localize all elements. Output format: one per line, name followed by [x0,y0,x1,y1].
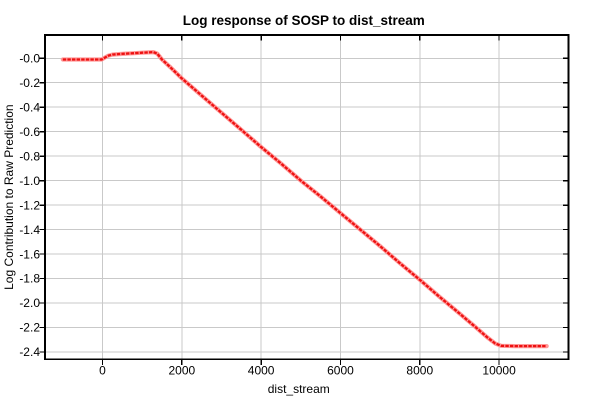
y-tick-label: -1.8 [19,272,40,286]
y-tick-label: -0.8 [19,149,40,163]
data-line [62,50,547,348]
axis-ticks [39,35,569,365]
x-tick-label: 0 [99,364,106,378]
x-tick-label: 8000 [406,364,433,378]
x-tick-label: 6000 [327,364,354,378]
data-series [60,50,549,349]
chart-title: Log response of SOSP to dist_stream [183,13,425,28]
y-tick-label: -0.0 [19,51,40,65]
data-line-halo [60,50,549,349]
plot-frame [44,34,570,361]
y-axis-label: Log Contribution to Raw Prediction [2,104,16,289]
y-tick-label: -1.2 [19,198,40,212]
x-axis-label: dist_stream [268,382,330,396]
y-tick-label: -2.4 [19,345,40,359]
x-tick-label: 4000 [248,364,275,378]
y-tick-label: -0.2 [19,76,40,90]
y-tick-labels: -0.0 -0.2 -0.4 -0.6 -0.8 -1.0 -1.2 -1.4 -1.6 -1.8… [19,51,40,359]
gridlines [45,35,569,360]
y-tick-label: -1.0 [19,174,40,188]
y-tick-label: -0.6 [19,125,40,139]
y-tick-label: -0.4 [19,100,40,114]
x-tick-labels: 0 2000 4000 6000 8000 10000 [99,364,516,378]
y-tick-label: -1.4 [19,223,40,237]
x-tick-label: 10000 [482,364,516,378]
x-tick-label: 2000 [168,364,195,378]
y-tick-label: -1.6 [19,247,40,261]
y-tick-label: -2.0 [19,296,40,310]
y-tick-label: -2.2 [19,321,40,335]
